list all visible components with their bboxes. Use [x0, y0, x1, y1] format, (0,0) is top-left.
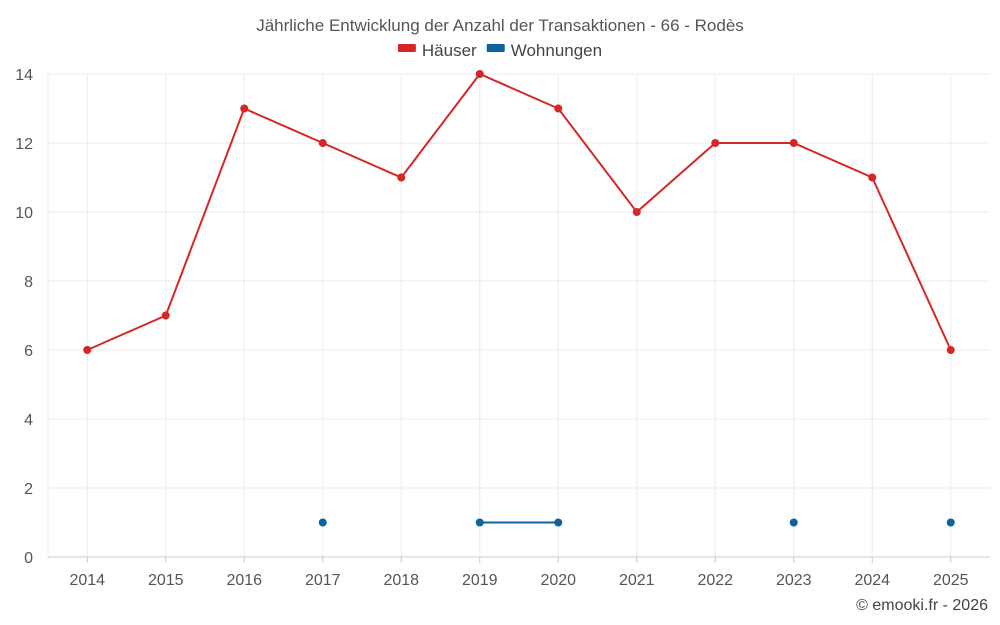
- data-point-wohnungen: [789, 518, 798, 527]
- legend: Häuser Wohnungen: [397, 41, 602, 60]
- y-gridlines: [48, 73, 990, 558]
- legend-item: Häuser: [397, 41, 477, 60]
- x-tick-label: 2020: [540, 572, 576, 589]
- data-point-wohnungen: [475, 518, 484, 527]
- y-tick-label: 6: [24, 343, 33, 360]
- data-point-h-user: [475, 70, 484, 78]
- y-tick-label: 10: [15, 205, 33, 222]
- data-point-h-user: [161, 311, 170, 320]
- x-axis-ticks: 2014 2015 2016 2017 2018 2019 2020 2021 2022 2023…: [69, 557, 969, 589]
- x-tick-label: 2019: [462, 572, 498, 589]
- series-lines: [86, 72, 952, 524]
- y-tick-label: 8: [24, 274, 33, 291]
- y-tick-label: 14: [15, 67, 33, 84]
- data-point-h-user: [789, 139, 798, 147]
- chart-title: Jährliche Entwicklung der Anzahl der Tra…: [256, 16, 744, 35]
- x-tick-label: 2024: [854, 572, 890, 589]
- data-point-h-user: [318, 139, 327, 147]
- data-point-h-user: [946, 346, 955, 354]
- y-tick-label: 2: [24, 481, 33, 498]
- x-tick-label: 2023: [776, 572, 812, 589]
- x-tick-label: 2015: [148, 572, 184, 589]
- x-tick-label: 2017: [305, 572, 341, 589]
- x-tick-label: 2021: [619, 572, 655, 589]
- y-axis-ticks: 0 2 4 6 8 10 12 14: [15, 67, 33, 567]
- x-tick-label: 2018: [383, 572, 419, 589]
- data-point-h-user: [240, 104, 249, 113]
- data-point-h-user: [711, 139, 720, 147]
- x-tick-label: 2014: [69, 572, 105, 589]
- series-points: [83, 70, 955, 527]
- data-point-wohnungen: [318, 518, 327, 527]
- x-tick-label: 2016: [226, 572, 262, 589]
- legend-label: Wohnungen: [511, 41, 602, 60]
- series-line-h-user: [86, 72, 952, 351]
- data-point-wohnungen: [946, 518, 955, 527]
- y-tick-label: 12: [15, 136, 33, 153]
- data-point-h-user: [83, 346, 92, 354]
- legend-label: Häuser: [422, 41, 477, 60]
- x-tick-label: 2025: [933, 572, 969, 589]
- data-point-wohnungen: [554, 518, 563, 527]
- x-gridlines: [47, 74, 952, 557]
- legend-swatch: [486, 44, 505, 52]
- y-tick-label: 4: [24, 412, 33, 429]
- data-point-h-user: [868, 173, 877, 182]
- data-point-h-user: [397, 173, 406, 182]
- data-point-h-user: [554, 104, 563, 113]
- y-tick-label: 0: [24, 550, 33, 567]
- x-tick-label: 2022: [697, 572, 733, 589]
- data-point-h-user: [632, 208, 641, 216]
- credit-text: © emooki.fr - 2026: [856, 597, 988, 614]
- legend-item: Wohnungen: [486, 41, 602, 60]
- legend-swatch: [397, 44, 416, 52]
